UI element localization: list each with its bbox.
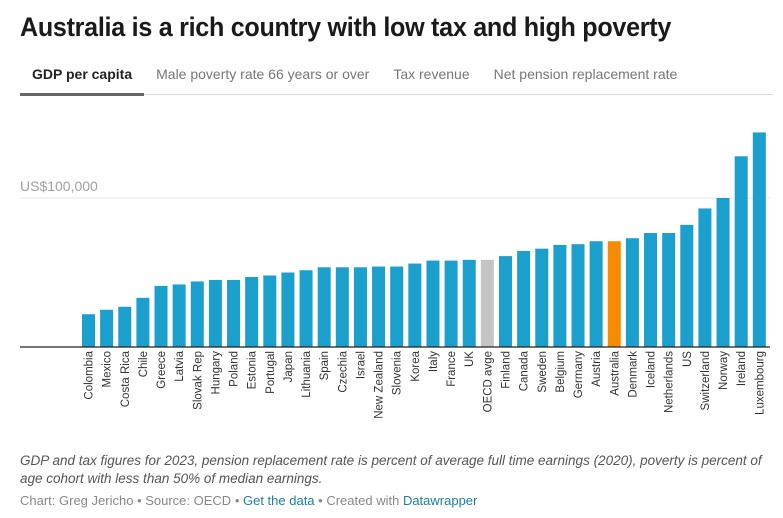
bar-denmark[interactable] <box>625 238 639 347</box>
x-tick-label: Czechia <box>337 350 349 392</box>
tab-net-pension-replacement-rate[interactable]: Net pension replacement rate <box>493 66 678 82</box>
x-tick-label: Netherlands <box>664 351 676 413</box>
x-tick-label: Germany <box>573 351 585 399</box>
bar-belgium[interactable] <box>553 244 567 347</box>
bar-latvia[interactable] <box>172 284 186 347</box>
bar-chile[interactable] <box>136 297 150 347</box>
x-tick-label: UK <box>464 351 476 367</box>
bar-czechia[interactable] <box>335 267 349 347</box>
bar-japan[interactable] <box>281 272 295 348</box>
byline: Chart: Greg Jericho • Source: OECD • Get… <box>20 493 477 508</box>
bar-estonia[interactable] <box>245 276 259 347</box>
x-tick-label: Switzerland <box>700 351 712 410</box>
bar-france[interactable] <box>444 260 458 347</box>
x-tick-label: Denmark <box>627 351 639 398</box>
source: Source: OECD <box>145 493 232 508</box>
bar-ireland[interactable] <box>734 156 748 347</box>
x-tick-label: Colombia <box>84 350 96 399</box>
x-tick-label: Portugal <box>265 351 277 394</box>
x-tick-label: Italy <box>428 351 440 372</box>
x-tick-label: Japan <box>283 351 295 382</box>
separator: • <box>231 493 243 508</box>
bar-uk[interactable] <box>462 259 476 347</box>
x-tick-label: Sweden <box>537 351 549 393</box>
x-tick-label: US <box>682 351 694 367</box>
bar-italy[interactable] <box>426 260 440 347</box>
x-tick-label: Iceland <box>646 351 658 388</box>
bar-slovak-rep[interactable] <box>190 281 204 347</box>
x-tick-label: Chile <box>138 351 150 377</box>
x-tick-label: Israel <box>355 351 367 379</box>
x-tick-label: Finland <box>500 351 512 389</box>
bar-oecd-avge[interactable] <box>480 259 494 347</box>
bar-luxembourg[interactable] <box>752 132 766 347</box>
bar-austria[interactable] <box>589 241 603 347</box>
bar-greece[interactable] <box>154 285 168 347</box>
x-tick-label: Estonia <box>247 350 259 389</box>
bar-mexico[interactable] <box>100 309 114 347</box>
bar-israel[interactable] <box>353 267 367 347</box>
bar-norway[interactable] <box>716 198 730 347</box>
bar-slovenia[interactable] <box>390 266 404 347</box>
x-tick-label: Slovak Rep <box>192 351 204 410</box>
separator: • <box>314 493 327 508</box>
tab-bar: GDP per capita Male poverty rate 66 year… <box>20 62 773 96</box>
x-tick-label: Ireland <box>736 351 748 386</box>
x-tick-label: Mexico <box>102 351 114 387</box>
bar-poland[interactable] <box>227 279 241 347</box>
x-tick-label: Norway <box>718 351 730 390</box>
separator: • <box>133 493 146 508</box>
bar-switzerland[interactable] <box>698 208 712 347</box>
bar-canada[interactable] <box>517 250 531 347</box>
chart-notes: GDP and tax figures for 2023, pension re… <box>20 453 762 486</box>
x-tick-label: Korea <box>410 350 422 381</box>
bar-us[interactable] <box>680 224 694 347</box>
bar-new-zealand[interactable] <box>372 266 386 347</box>
bar-portugal[interactable] <box>263 275 277 347</box>
chart-author: Chart: Greg Jericho <box>20 493 134 508</box>
tab-male-poverty-rate[interactable]: Male poverty rate 66 years or over <box>156 66 370 82</box>
created-with: Created with <box>326 493 400 508</box>
get-the-data-link[interactable]: Get the data <box>242 493 315 508</box>
tab-tax-revenue[interactable]: Tax revenue <box>393 66 470 82</box>
bar-australia[interactable] <box>607 241 621 347</box>
x-tick-label: Belgium <box>555 351 567 393</box>
x-tick-label: Lithuania <box>301 350 313 397</box>
x-tick-label: Costa Rica <box>120 350 132 407</box>
bar-finland[interactable] <box>498 256 512 347</box>
x-tick-label: Austria <box>591 350 603 386</box>
bar-colombia[interactable] <box>82 314 95 347</box>
x-tick-label: Slovenia <box>392 350 404 395</box>
x-tick-label: Poland <box>229 351 241 387</box>
y-tick-label: US$100,000 <box>20 178 98 194</box>
bar-netherlands[interactable] <box>662 233 676 347</box>
datawrapper-link[interactable]: Datawrapper <box>402 493 478 508</box>
bar-lithuania[interactable] <box>299 270 313 347</box>
x-tick-label: New Zealand <box>374 351 386 419</box>
bar-chart: US$100,000 Colombia Mexico Costa Rica Chile… <box>20 132 770 419</box>
bar-hungary[interactable] <box>208 279 222 347</box>
x-tick-label: France <box>446 351 458 387</box>
x-tick-label: Hungary <box>210 351 222 395</box>
x-tick-label: Greece <box>156 351 168 389</box>
x-tick-label: Canada <box>519 350 531 391</box>
tab-gdp-per-capita[interactable]: GDP per capita <box>20 62 145 96</box>
x-tick-label: Australia <box>609 350 621 395</box>
bar-korea[interactable] <box>408 263 422 347</box>
bar-costa-rica[interactable] <box>118 306 132 347</box>
x-tick-label: Luxembourg <box>754 351 766 415</box>
x-tick-label: Spain <box>319 351 331 380</box>
chart-title: Australia is a rich country with low tax… <box>20 12 672 42</box>
bar-sweden[interactable] <box>535 248 549 347</box>
bar-iceland[interactable] <box>644 233 658 347</box>
bar-spain[interactable] <box>317 267 331 347</box>
bar-germany[interactable] <box>571 244 585 347</box>
x-tick-label: OECD avge <box>482 351 494 412</box>
x-tick-label: Latvia <box>174 350 186 381</box>
